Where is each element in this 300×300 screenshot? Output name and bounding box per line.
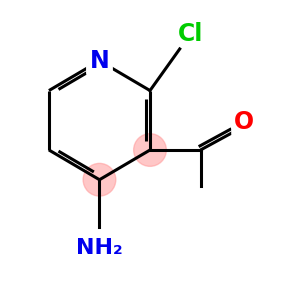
Text: N: N (90, 49, 109, 73)
Circle shape (134, 134, 166, 166)
Text: NH₂: NH₂ (76, 238, 123, 258)
Text: O: O (234, 110, 254, 134)
Text: Cl: Cl (177, 22, 203, 46)
Circle shape (83, 164, 116, 196)
